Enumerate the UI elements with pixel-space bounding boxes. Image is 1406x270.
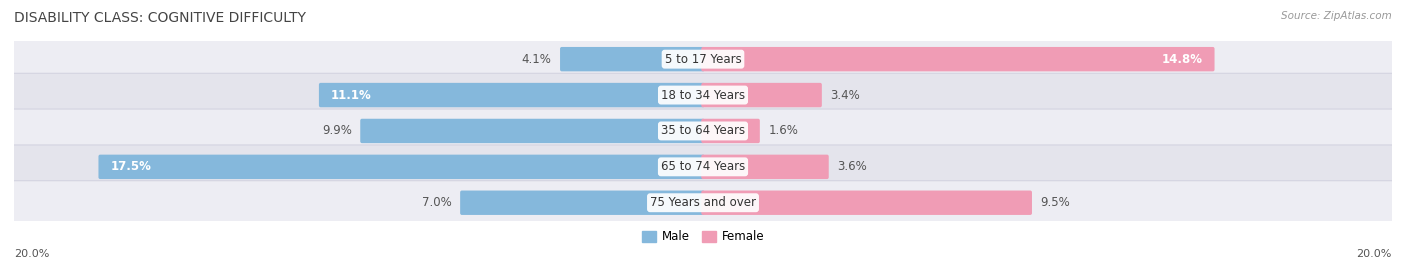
FancyBboxPatch shape <box>319 83 704 107</box>
Legend: Male, Female: Male, Female <box>637 226 769 248</box>
Text: 75 Years and over: 75 Years and over <box>650 196 756 209</box>
FancyBboxPatch shape <box>98 155 704 179</box>
Text: 3.6%: 3.6% <box>838 160 868 173</box>
FancyBboxPatch shape <box>702 191 1032 215</box>
FancyBboxPatch shape <box>702 83 823 107</box>
Text: 5 to 17 Years: 5 to 17 Years <box>665 53 741 66</box>
FancyBboxPatch shape <box>360 119 704 143</box>
Text: 7.0%: 7.0% <box>422 196 451 209</box>
Text: 18 to 34 Years: 18 to 34 Years <box>661 89 745 102</box>
Text: 4.1%: 4.1% <box>522 53 551 66</box>
FancyBboxPatch shape <box>8 109 1398 153</box>
Text: 14.8%: 14.8% <box>1161 53 1202 66</box>
Text: DISABILITY CLASS: COGNITIVE DIFFICULTY: DISABILITY CLASS: COGNITIVE DIFFICULTY <box>14 11 307 25</box>
Text: 17.5%: 17.5% <box>111 160 152 173</box>
Text: 9.5%: 9.5% <box>1040 196 1070 209</box>
FancyBboxPatch shape <box>702 155 828 179</box>
FancyBboxPatch shape <box>702 119 759 143</box>
FancyBboxPatch shape <box>702 47 1215 71</box>
FancyBboxPatch shape <box>560 47 704 71</box>
Text: 20.0%: 20.0% <box>14 249 49 259</box>
Text: 65 to 74 Years: 65 to 74 Years <box>661 160 745 173</box>
Text: 11.1%: 11.1% <box>330 89 371 102</box>
FancyBboxPatch shape <box>8 145 1398 189</box>
Text: 3.4%: 3.4% <box>831 89 860 102</box>
Text: 9.9%: 9.9% <box>322 124 352 137</box>
Text: Source: ZipAtlas.com: Source: ZipAtlas.com <box>1281 11 1392 21</box>
FancyBboxPatch shape <box>8 181 1398 225</box>
FancyBboxPatch shape <box>460 191 704 215</box>
Text: 35 to 64 Years: 35 to 64 Years <box>661 124 745 137</box>
Text: 20.0%: 20.0% <box>1357 249 1392 259</box>
FancyBboxPatch shape <box>8 37 1398 81</box>
Text: 1.6%: 1.6% <box>769 124 799 137</box>
FancyBboxPatch shape <box>8 73 1398 117</box>
